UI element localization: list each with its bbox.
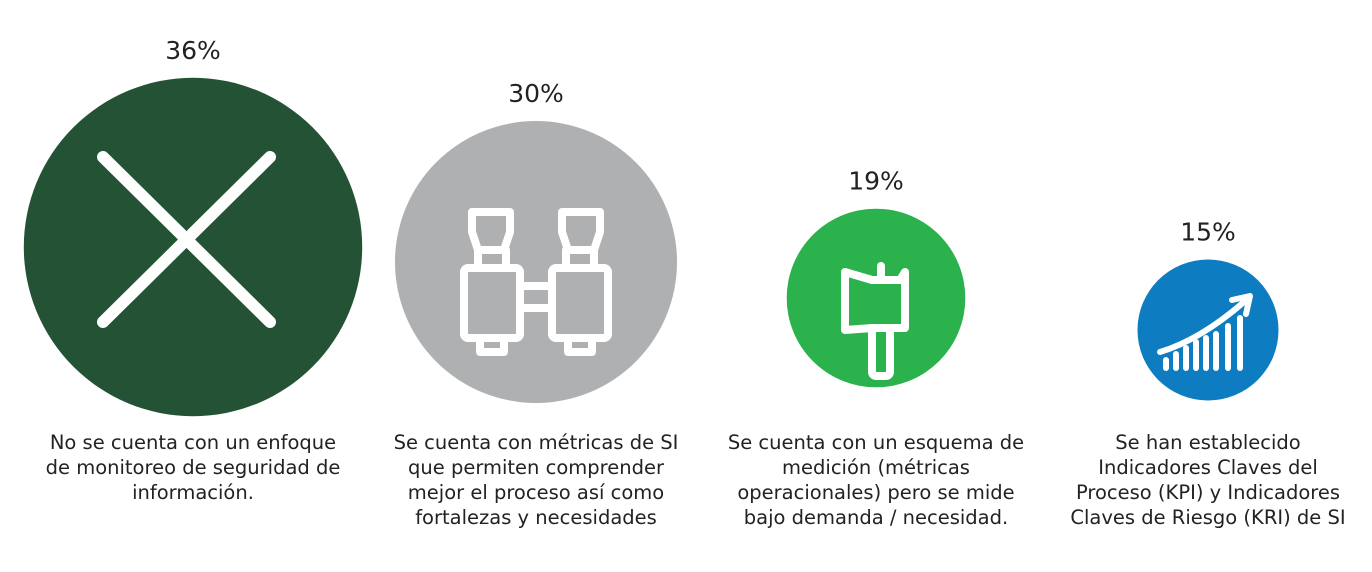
bubbles (23, 77, 1279, 417)
category-label: Se cuenta con un esquema de medición (mé… (727, 431, 1025, 529)
category-label: Se cuenta con métricas de SI que permite… (393, 431, 679, 529)
value-label: 30% (508, 79, 564, 108)
bubble (786, 208, 966, 388)
value-label: 15% (1180, 218, 1236, 247)
category-label: Se han establecido Indicadores Claves de… (1070, 431, 1346, 529)
icons (97, 151, 1253, 380)
category-label: No se cuenta con un enfoque de monitoreo… (45, 431, 341, 504)
x-icon (97, 151, 276, 328)
value-label: 36% (165, 36, 221, 65)
binoculars-icon (460, 208, 612, 356)
axe-icon (841, 262, 909, 380)
growth-icon (1157, 293, 1253, 371)
bubble (395, 121, 677, 403)
value-label: 19% (848, 167, 904, 196)
